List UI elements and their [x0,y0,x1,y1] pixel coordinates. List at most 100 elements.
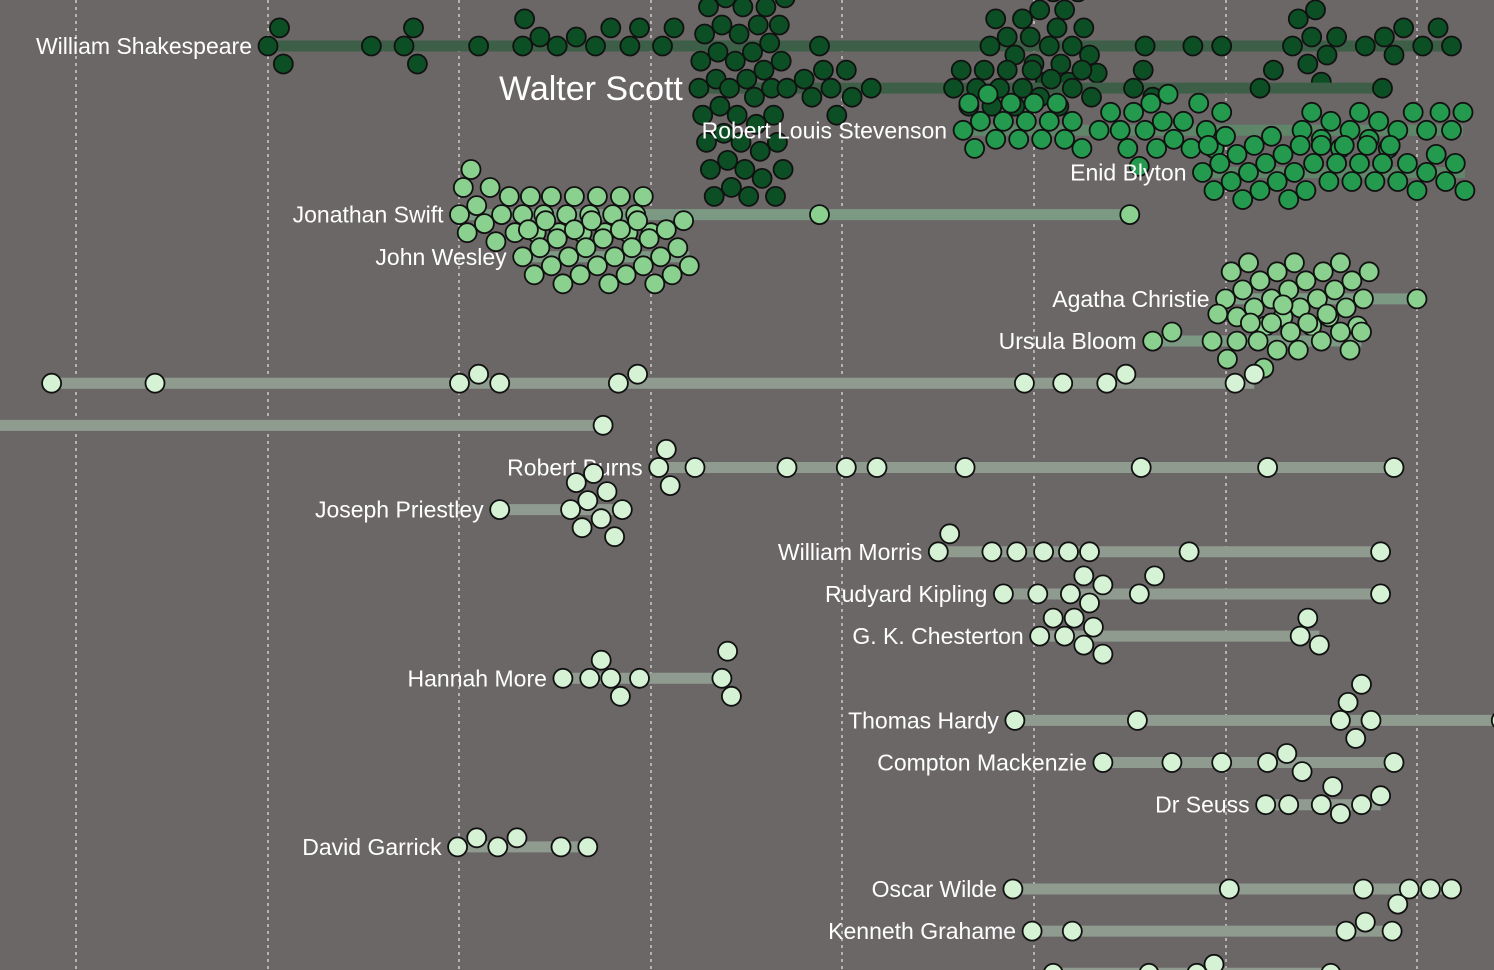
data-point[interactable] [1370,541,1391,563]
data-point[interactable] [523,264,545,286]
data-point[interactable] [41,372,62,394]
data-point[interactable] [1040,68,1062,90]
data-point[interactable] [776,457,798,478]
data-point[interactable] [755,0,777,18]
data-point[interactable] [776,77,798,99]
data-point[interactable] [1061,77,1083,99]
data-point[interactable] [1023,92,1045,114]
data-point[interactable] [1402,101,1424,123]
data-point[interactable] [1209,152,1231,174]
data-point[interactable] [1284,252,1305,274]
data-point[interactable] [1192,161,1213,183]
data-point[interactable] [1071,137,1093,159]
data-point[interactable] [564,219,585,241]
data-point[interactable] [1128,583,1150,605]
data-point[interactable] [770,50,792,72]
data-point[interactable] [1029,625,1051,647]
data-point[interactable] [638,228,660,250]
data-point[interactable] [1297,312,1319,334]
data-point[interactable] [1261,312,1282,334]
data-point[interactable] [615,264,637,286]
data-point[interactable] [1416,119,1437,141]
data-point[interactable] [1240,312,1261,334]
data-point[interactable] [663,17,685,39]
data-point[interactable] [269,17,290,39]
data-point[interactable] [1151,110,1173,132]
data-point[interactable] [1100,101,1121,123]
data-point[interactable] [1012,77,1033,99]
data-point[interactable] [592,228,614,250]
data-point[interactable] [1061,35,1083,57]
data-point[interactable] [996,26,1018,48]
data-point[interactable] [1243,134,1265,156]
data-point[interactable] [648,457,670,478]
data-point[interactable] [1339,339,1361,361]
data-point[interactable] [1247,330,1269,352]
data-point[interactable] [939,523,961,545]
data-point[interactable] [1188,92,1210,114]
data-point[interactable] [629,17,650,39]
data-point[interactable] [1021,59,1043,81]
data-point[interactable] [1416,161,1437,183]
data-point[interactable] [1295,270,1317,292]
data-point[interactable] [1238,161,1259,183]
data-point[interactable] [1083,616,1104,638]
data-point[interactable] [1291,761,1313,782]
data-point[interactable] [487,836,509,858]
data-point[interactable] [1044,0,1063,3]
data-point[interactable] [1203,953,1225,970]
data-point[interactable] [1060,583,1081,605]
data-point[interactable] [585,35,606,57]
data-point[interactable] [1180,137,1202,159]
data-point[interactable] [1301,26,1323,48]
data-point[interactable] [1249,180,1271,201]
data-point[interactable] [627,210,648,232]
data-point[interactable] [1406,288,1428,310]
data-point[interactable] [736,68,758,90]
data-point[interactable] [1257,457,1278,478]
data-point[interactable] [1220,171,1242,192]
data-point[interactable] [1207,303,1229,325]
data-point[interactable] [1427,17,1449,39]
data-point[interactable] [1161,752,1183,773]
data-point[interactable] [272,53,294,75]
data-point[interactable] [993,110,1014,132]
data-point[interactable] [1272,143,1294,165]
data-point[interactable] [809,35,830,57]
data-point[interactable] [1000,92,1022,114]
data-point[interactable] [1054,0,1075,21]
data-point[interactable] [688,77,710,99]
data-point[interactable] [801,86,823,108]
data-point[interactable] [751,167,773,189]
data-point[interactable] [1123,101,1144,123]
data-point[interactable] [1134,35,1156,57]
data-point[interactable] [1351,673,1372,695]
data-point[interactable] [1211,35,1233,57]
data-point[interactable] [1452,101,1474,123]
data-point[interactable] [1354,911,1376,933]
data-point[interactable] [1117,137,1139,159]
data-point[interactable] [560,499,581,521]
data-point[interactable] [632,255,654,277]
data-point[interactable] [1406,180,1428,201]
data-point[interactable] [958,92,980,114]
data-point[interactable] [728,23,750,45]
data-point[interactable] [1226,143,1248,165]
data-point[interactable] [985,128,1007,150]
data-point[interactable] [1029,0,1051,21]
data-point[interactable] [1280,321,1301,343]
data-point[interactable] [1308,634,1330,656]
data-point[interactable] [1398,878,1420,900]
data-point[interactable] [1266,261,1288,283]
data-point[interactable] [841,86,863,108]
data-point[interactable] [738,185,760,207]
data-point[interactable] [1441,878,1462,900]
data-point[interactable] [257,35,279,57]
data-point[interactable] [489,499,511,521]
data-point[interactable] [1127,710,1148,731]
data-point[interactable] [1261,125,1282,147]
data-point[interactable] [678,255,700,277]
data-point[interactable] [506,827,528,849]
data-point[interactable] [1444,152,1466,174]
data-point[interactable] [610,219,631,241]
